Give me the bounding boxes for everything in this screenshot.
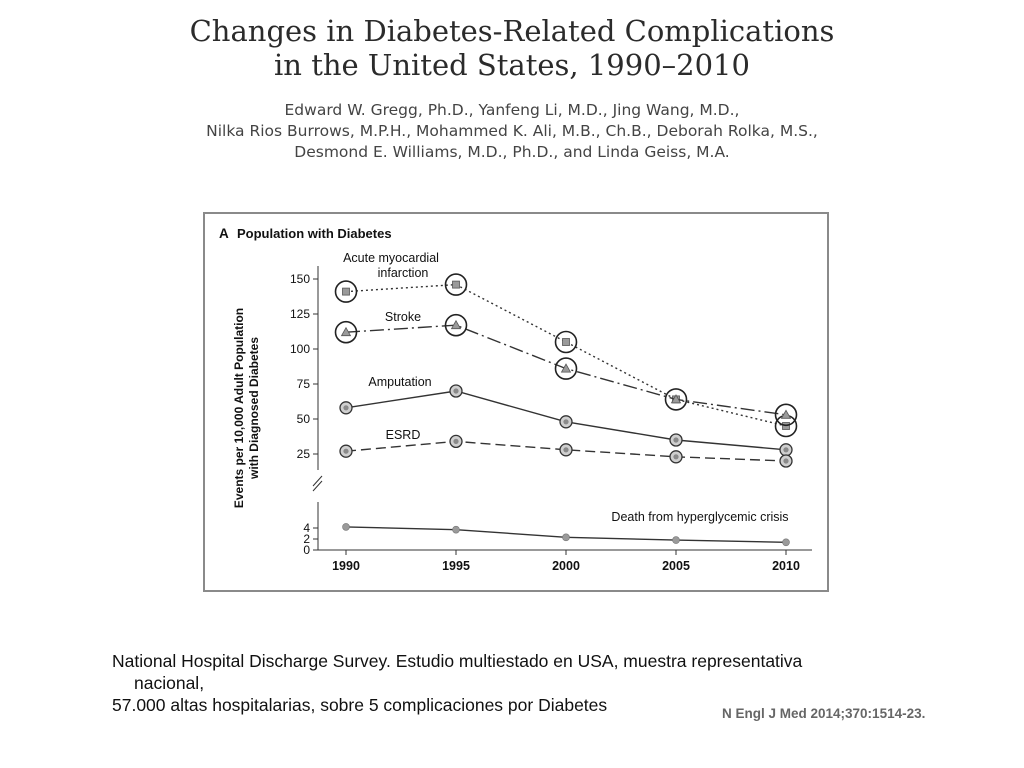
chart-series (334, 273, 798, 547)
chart-panel: A Population with Diabetes Events per 10… (203, 212, 829, 592)
paper-title-line-2: in the United States, 1990–2010 (274, 48, 750, 82)
footer-note: National Hospital Discharge Survey. Estu… (112, 650, 802, 716)
highlight-circle (664, 388, 688, 411)
data-point (563, 447, 569, 453)
authors-line-1: Edward W. Gregg, Ph.D., Yanfeng Li, M.D.… (284, 101, 740, 119)
series-label: Stroke (385, 310, 421, 324)
data-point (453, 388, 459, 394)
data-point (343, 448, 349, 454)
highlight-circle (554, 330, 578, 354)
series-line (345, 283, 787, 427)
authors-line-2: Nilka Rios Burrows, M.P.H., Mohammed K. … (206, 122, 818, 140)
data-point (342, 287, 350, 296)
data-point (340, 326, 352, 337)
data-point (562, 338, 570, 346)
data-point (343, 405, 349, 411)
series-label: Acute myocardial (343, 251, 439, 265)
y-tick-label: 100 (290, 342, 310, 356)
highlight-circle (334, 280, 358, 303)
panel-letter: A (219, 226, 229, 241)
data-point (673, 454, 679, 460)
axis-break-mark-1 (312, 475, 323, 487)
y-axis-label-line-1: Events per 10,000 Adult Population (232, 308, 246, 508)
authors-line-3: Desmond E. Williams, M.D., Ph.D., and Li… (294, 143, 730, 161)
y-tick-label: 0 (303, 543, 310, 557)
chart-title: Population with Diabetes (237, 226, 392, 241)
data-point (452, 280, 460, 289)
data-point (783, 458, 789, 464)
x-tick-label: 2005 (662, 559, 690, 573)
series-label: Amputation (368, 375, 431, 389)
x-tick-label: 1990 (332, 559, 360, 573)
series-line (345, 440, 787, 462)
data-point (450, 319, 462, 330)
axis-break-mark-2 (312, 480, 323, 492)
line-chart: A Population with Diabetes Events per 10… (219, 226, 812, 573)
chart-axes: 25 50 75 100 125 150 024 1990 1995 2000 2005 2010 (290, 266, 812, 573)
data-point (672, 536, 680, 544)
journal-citation: N Engl J Med 2014;370:1514-23. (722, 706, 926, 721)
data-point (452, 525, 460, 534)
footer-line-2: nacional, (134, 673, 205, 693)
y-tick-label: 150 (290, 272, 310, 286)
data-point (670, 394, 682, 404)
data-point (560, 363, 572, 373)
y-tick-label: 25 (297, 447, 311, 461)
data-point (783, 447, 789, 453)
data-point (673, 437, 679, 443)
y-axis-label-line-2: with Diagnosed Diabetes (247, 337, 261, 480)
data-point (562, 533, 570, 542)
paper-title: Changes in Diabetes-Related Complication… (0, 14, 1024, 82)
data-point (342, 523, 350, 531)
footer-line-1: National Hospital Discharge Survey. Estu… (112, 651, 803, 671)
highlight-circle (444, 313, 468, 337)
data-point (563, 419, 569, 425)
paper-title-line-1: Changes in Diabetes-Related Complication… (189, 14, 835, 48)
x-tick-label: 2010 (772, 559, 800, 573)
data-point (782, 538, 790, 547)
paper-authors: Edward W. Gregg, Ph.D., Yanfeng Li, M.D.… (0, 100, 1024, 163)
y-tick-label: 2 (303, 532, 310, 546)
series-label: Death from hyperglycemic crisis (611, 510, 788, 524)
y-tick-label: 4 (303, 521, 310, 535)
data-point (780, 409, 792, 419)
series-label: ESRD (386, 428, 421, 442)
y-tick-label: 75 (297, 377, 311, 391)
data-point (453, 438, 459, 444)
x-tick-label: 2000 (552, 559, 580, 573)
highlight-circle (334, 320, 358, 344)
x-tick-label: 1995 (442, 559, 470, 573)
footer-line-3: 57.000 altas hospitalarias, sobre 5 comp… (112, 695, 608, 715)
y-tick-label: 125 (290, 307, 310, 321)
highlight-circle (554, 357, 578, 380)
highlight-circle (444, 273, 468, 296)
y-tick-label: 50 (297, 412, 311, 426)
highlight-circle (774, 403, 798, 427)
series-label: infarction (378, 266, 429, 280)
